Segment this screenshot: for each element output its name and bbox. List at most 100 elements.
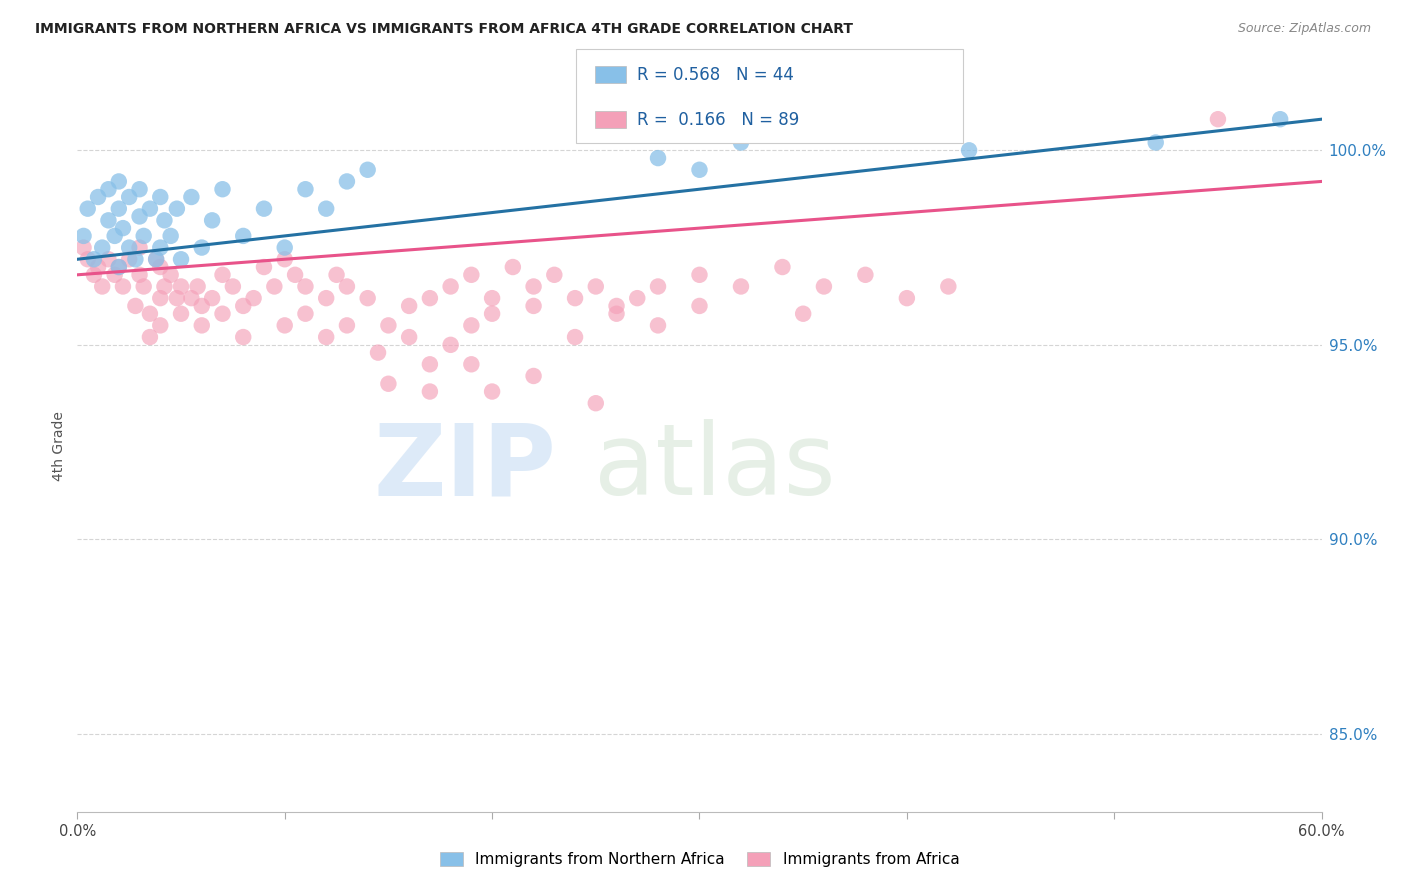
Point	[153, 213, 176, 227]
Point	[132, 228, 155, 243]
Point	[170, 307, 193, 321]
Point	[104, 228, 127, 243]
Point	[118, 252, 141, 267]
Point	[564, 330, 586, 344]
Point	[855, 268, 877, 282]
Point	[647, 151, 669, 165]
Point	[149, 241, 172, 255]
Point	[139, 330, 162, 344]
Point	[274, 241, 297, 255]
Point	[139, 307, 162, 321]
Point	[97, 182, 120, 196]
Point	[232, 228, 254, 243]
Point	[159, 268, 181, 282]
Text: Source: ZipAtlas.com: Source: ZipAtlas.com	[1237, 22, 1371, 36]
Point	[128, 182, 150, 196]
Point	[118, 190, 141, 204]
Point	[626, 291, 648, 305]
Point	[336, 174, 359, 188]
Point	[460, 357, 482, 371]
Point	[315, 291, 337, 305]
Point	[87, 190, 110, 204]
Point	[128, 268, 150, 282]
Legend: Immigrants from Northern Africa, Immigrants from Africa: Immigrants from Northern Africa, Immigra…	[433, 847, 966, 873]
Point	[149, 190, 172, 204]
Point	[689, 162, 711, 177]
Point	[274, 252, 297, 267]
Point	[191, 241, 214, 255]
Point	[523, 279, 546, 293]
Point	[87, 260, 110, 274]
Point	[232, 330, 254, 344]
Point	[124, 252, 146, 267]
Point	[201, 213, 224, 227]
Point	[149, 318, 172, 333]
Point	[1206, 112, 1229, 127]
Point	[191, 299, 214, 313]
Point	[91, 241, 114, 255]
Point	[284, 268, 307, 282]
Point	[1270, 112, 1292, 127]
Point	[419, 357, 441, 371]
Point	[166, 202, 188, 216]
Point	[419, 384, 441, 399]
Point	[834, 124, 856, 138]
Point	[357, 291, 380, 305]
Point	[180, 291, 202, 305]
Point	[336, 318, 359, 333]
Point	[689, 268, 711, 282]
Point	[315, 330, 337, 344]
Point	[957, 144, 980, 158]
Point	[398, 299, 420, 313]
Point	[108, 202, 131, 216]
Point	[211, 268, 233, 282]
Point	[896, 291, 918, 305]
Point	[585, 279, 607, 293]
Point	[647, 279, 669, 293]
Text: atlas: atlas	[593, 419, 835, 516]
Point	[145, 252, 167, 267]
Point	[170, 252, 193, 267]
Point	[730, 136, 752, 150]
Point	[419, 291, 441, 305]
Point	[83, 268, 105, 282]
Point	[97, 252, 120, 267]
Point	[606, 307, 628, 321]
Point	[367, 345, 389, 359]
Point	[481, 384, 503, 399]
Point	[180, 190, 202, 204]
Point	[253, 202, 276, 216]
Point	[647, 318, 669, 333]
Point	[170, 279, 193, 293]
Point	[357, 162, 380, 177]
Point	[263, 279, 285, 293]
Point	[460, 268, 482, 282]
Point	[325, 268, 347, 282]
Point	[398, 330, 420, 344]
Point	[139, 202, 162, 216]
Point	[187, 279, 209, 293]
Point	[377, 318, 399, 333]
Point	[104, 268, 127, 282]
Point	[108, 260, 131, 274]
Point	[689, 299, 711, 313]
Point	[315, 202, 337, 216]
Point	[294, 279, 316, 293]
Point	[118, 241, 141, 255]
Text: R = 0.568   N = 44: R = 0.568 N = 44	[637, 66, 794, 84]
Point	[481, 291, 503, 305]
Point	[730, 279, 752, 293]
Point	[108, 174, 131, 188]
Point	[294, 182, 316, 196]
Point	[523, 299, 546, 313]
Point	[132, 279, 155, 293]
Point	[72, 228, 94, 243]
Text: ZIP: ZIP	[374, 419, 557, 516]
Point	[274, 318, 297, 333]
Point	[440, 338, 463, 352]
Point	[564, 291, 586, 305]
Point	[191, 318, 214, 333]
Point	[585, 396, 607, 410]
Point	[242, 291, 264, 305]
Point	[211, 307, 233, 321]
